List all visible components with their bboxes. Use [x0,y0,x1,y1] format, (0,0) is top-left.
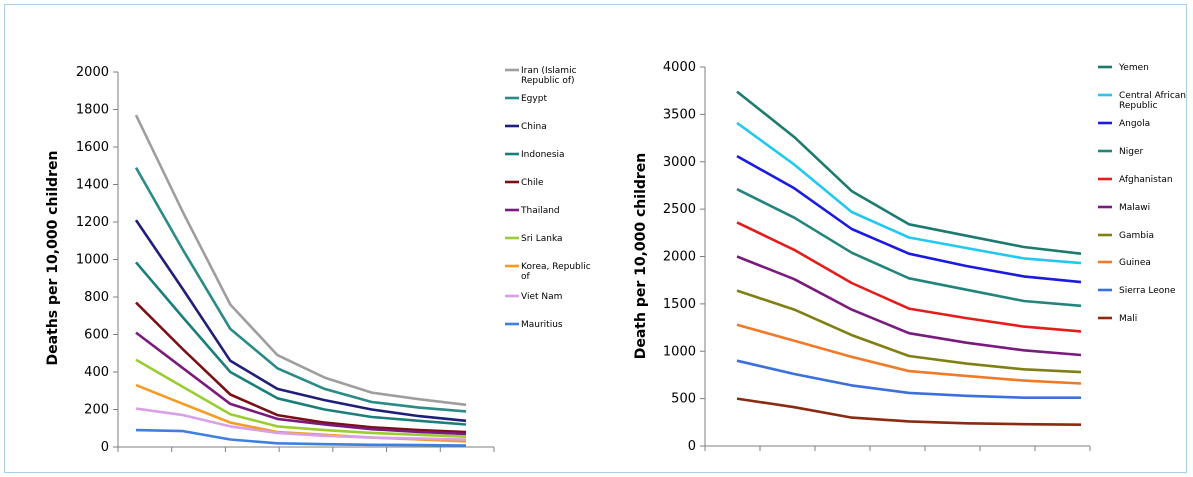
series-line-1 [134,114,467,407]
left-chart: 0 200 400 600 800 1000 1200 1400 1600 1800 2000 Dea… [45,65,591,455]
legend-label: Iran (Islamic [521,66,577,76]
series-line-3 [134,219,467,423]
y-tick-label: 2000 [663,250,696,265]
series-line-5 [135,301,467,434]
legend-label: Mauritius [521,320,563,330]
series-line-8 [736,323,1082,385]
legend-label: Viet Nam [521,292,562,302]
y-tick-label: 2000 [76,65,109,80]
chart-frame [4,4,1187,473]
legend-label: Malawi [1119,203,1150,213]
legend-label: Egypt [521,94,547,104]
series-line-6 [736,255,1082,357]
legend-label: Sierra Leone [1119,286,1176,296]
y-tick-label: 1600 [76,140,109,155]
series-line-2 [736,121,1082,265]
legend-label: Guinea [1119,258,1151,268]
legend-label: Thailand [520,206,560,216]
legend-label: Korea, Republic [521,262,591,272]
series-line-1 [736,90,1082,255]
legend-label: Angola [1119,119,1150,129]
y-tick-label: 2500 [663,202,696,217]
y-axis-label: Deaths per 10,000 children [45,151,61,366]
y-tick-label: 3000 [663,155,696,170]
right-chart: 0 500 1000 1500 2000 2500 3000 3500 4000 Death pe… [633,60,1186,454]
series-line-10 [135,428,467,447]
y-tick-label: 1000 [76,253,109,268]
y-tick-label: 500 [671,392,696,407]
legend-label: Mali [1119,314,1137,324]
series-line-2 [134,166,467,413]
y-tick-label: 1400 [76,178,109,193]
legend-label: Gambia [1119,231,1154,241]
legend-label: Indonesia [521,150,565,160]
series-line-6 [135,331,467,436]
series-line-10 [736,397,1082,426]
legend-label: Afghanistan [1119,175,1173,185]
series-line-9 [736,359,1081,400]
y-tick-label: 600 [84,328,109,343]
legend-label: Republic of) [521,76,575,86]
series-line-5 [736,221,1082,333]
y-tick-label: 4000 [663,60,696,75]
y-tick-label: 0 [688,439,696,454]
legend-label: China [521,122,547,132]
y-tick-label: 1500 [663,297,696,312]
legend-label: Republic [1119,101,1158,111]
legend-label: Sri Lanka [521,234,563,244]
legend-label: Yemen [1118,63,1149,73]
series-line-7 [135,358,467,438]
y-tick-label: 200 [84,403,109,418]
y-tick-label: 400 [84,365,109,380]
legend-label: Chile [521,178,544,188]
series-line-3 [736,154,1082,284]
y-tick-label: 1800 [76,103,109,118]
y-tick-label: 1000 [663,344,696,359]
legend-label: of [521,272,531,282]
y-axis-label: Death per 10,000 children [633,153,649,360]
y-tick-label: 800 [84,290,109,305]
series-line-4 [736,188,1082,308]
series-line-7 [736,289,1082,374]
legend-label: Central African [1119,91,1186,101]
y-tick-label: 1200 [76,215,109,230]
series-line-4 [135,261,467,426]
y-tick-label: 0 [101,440,109,455]
series-line-9 [135,407,467,441]
y-tick-label: 3500 [663,107,696,122]
legend-label: Niger [1119,147,1143,157]
